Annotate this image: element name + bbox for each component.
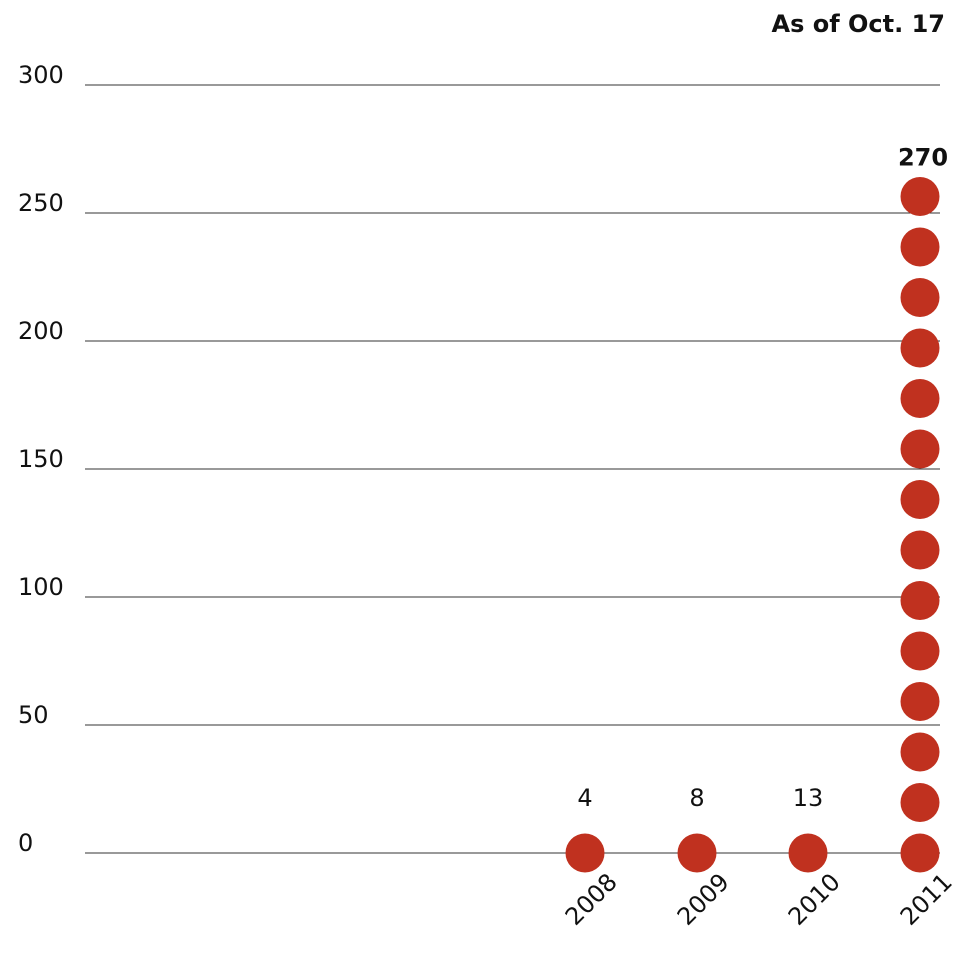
value-labels: 4 8 13 270: [577, 144, 948, 813]
data-dot: [788, 833, 828, 873]
data-dot: [900, 581, 940, 620]
grid: [85, 84, 940, 854]
data-dot: [900, 631, 940, 671]
data-dot: [900, 177, 940, 216]
data-dot: [900, 379, 940, 418]
dot-columns: [565, 177, 940, 873]
dot-column-2008: [565, 833, 605, 873]
data-dot: [900, 732, 940, 772]
y-tick-label: 150: [18, 445, 64, 473]
x-tick-label-2011: 2011: [895, 868, 958, 931]
x-tick-label-2010: 2010: [783, 868, 846, 931]
y-tick-label: 100: [18, 573, 64, 601]
data-dot: [900, 328, 940, 368]
dot-column-2011: [900, 177, 940, 873]
data-dot: [900, 682, 940, 721]
data-dot: [900, 227, 940, 267]
x-axis: 2008 2009 2010 2011: [560, 868, 958, 931]
data-dot: [900, 429, 940, 469]
data-dot: [565, 833, 605, 873]
x-tick-label-2009: 2009: [672, 868, 735, 931]
y-tick-label: 50: [18, 701, 49, 729]
data-dot: [900, 278, 940, 317]
data-dot: [677, 833, 717, 873]
y-tick-label: 0: [18, 829, 33, 857]
y-tick-label: 300: [18, 61, 64, 89]
data-dot: [900, 530, 940, 570]
data-dot: [900, 783, 940, 822]
value-label-2009: 8: [689, 784, 704, 812]
data-dot: [900, 480, 940, 519]
as-of-note: As of Oct. 17: [772, 10, 945, 38]
y-tick-label: 200: [18, 317, 64, 345]
dot-column-2009: [677, 833, 717, 873]
data-dot: [900, 833, 940, 873]
x-tick-label-2008: 2008: [560, 868, 623, 931]
value-label-2011: 270: [898, 144, 948, 172]
dot-column-2010: [788, 833, 828, 873]
y-tick-label: 250: [18, 189, 64, 217]
value-label-2008: 4: [577, 784, 592, 812]
y-axis: 0 50 100 150 200 250 300: [18, 61, 64, 857]
value-label-2010: 13: [793, 784, 824, 812]
